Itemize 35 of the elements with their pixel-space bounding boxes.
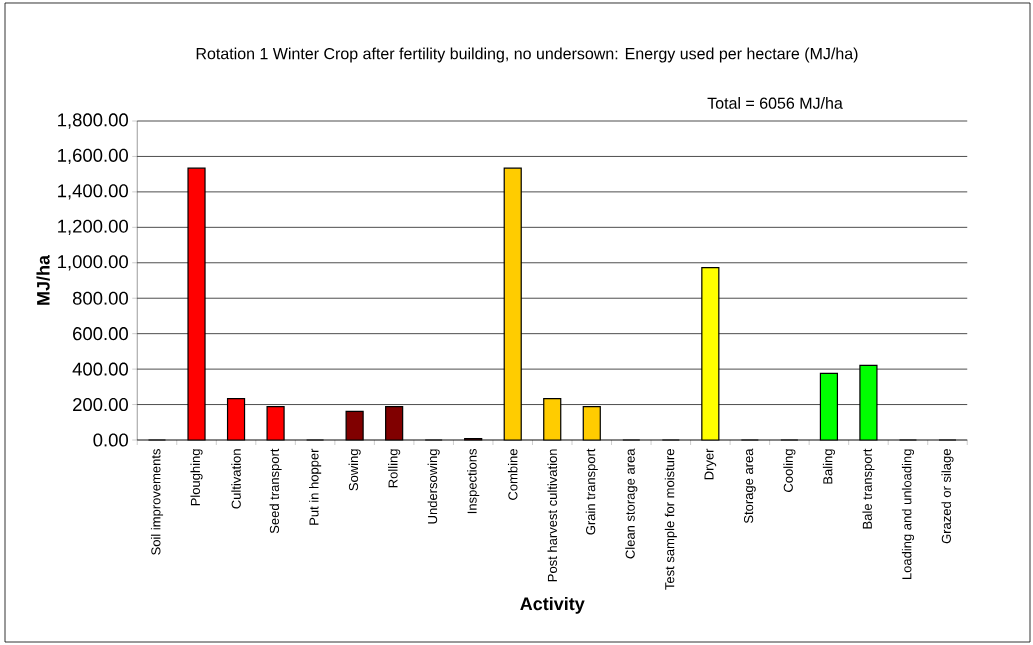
x-tick-label: Storage area — [743, 448, 756, 524]
x-tick-label: Rolling — [388, 449, 401, 488]
x-tick-label: Loading and unloading — [901, 449, 915, 580]
y-tick-label: 1,400.00 — [58, 184, 128, 200]
x-tick-label: Clean storage area — [625, 448, 638, 559]
y-tick-label: 600.00 — [73, 327, 128, 341]
x-tick-label: Dryer — [704, 448, 717, 480]
x-tick-label: Put in hopper — [309, 448, 322, 525]
x-tick-label: Test sample for moisture — [664, 449, 677, 590]
y-tick-label: 800.00 — [72, 291, 128, 305]
x-tick-label: Undersowing — [427, 449, 440, 524]
y-tick-label: 400.00 — [72, 362, 128, 376]
y-tick-label: 1,000.00 — [58, 255, 128, 271]
x-tick-label: Combine — [507, 449, 518, 500]
x-tick-label: Cooling — [783, 449, 796, 492]
y-tick-label: 1,800.00 — [58, 113, 128, 129]
y-tick-label: 1,600.00 — [58, 148, 128, 165]
x-tick-label: Baling — [822, 449, 835, 484]
x-tick-label: Soil improvements — [150, 449, 164, 555]
x-tick-label: Grazed or silage — [941, 449, 954, 544]
y-tick-label: 200.00 — [73, 398, 128, 412]
x-tick-label: Sowing — [348, 449, 361, 491]
x-tick-label: Seed transport — [269, 448, 282, 534]
x-tick-label: Inspections — [467, 449, 480, 514]
x-tick-label: Cultivation — [231, 449, 241, 509]
x-tick-label: Grain transport — [585, 448, 598, 535]
x-tick-label: Post harvest cultivation — [547, 449, 558, 582]
x-tick-label: Bale transport — [862, 448, 875, 529]
y-tick-label: 1,200.00 — [58, 219, 128, 235]
x-axis-title: Activity — [520, 596, 585, 614]
y-tick-label: 0.00 — [93, 433, 128, 447]
x-tick-label: Ploughing — [190, 449, 203, 506]
chart-title: Rotation 1 Winter Crop after fertility building, no undersown: Energy used per hectare (MJ/ha) — [196, 47, 858, 63]
text: Total = 6056 MJ/ha — [707, 97, 843, 109]
y-axis-title: MJ/ha — [36, 254, 50, 305]
